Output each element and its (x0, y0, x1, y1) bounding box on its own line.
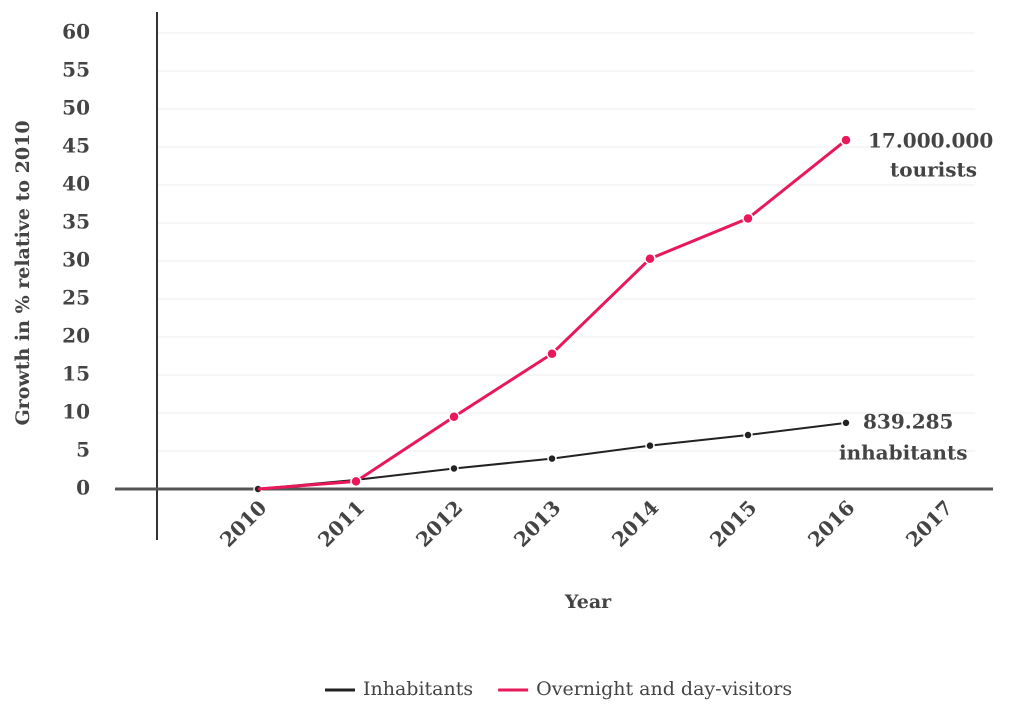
data-point (644, 252, 656, 265)
x-tick-label: 2013 (509, 495, 565, 551)
y-tick-label: 45 (62, 134, 90, 158)
data-point (841, 418, 851, 428)
y-tick-label: 30 (62, 248, 90, 272)
data-point (449, 463, 459, 474)
legend: Inhabitants Overnight and day-visitors (325, 678, 792, 700)
x-tick-label: 2011 (313, 495, 369, 551)
y-tick-label: 15 (62, 362, 90, 386)
x-tick-label: 2017 (901, 495, 957, 551)
data-point (448, 411, 460, 423)
y-tick-label: 50 (62, 96, 90, 120)
y-tick-label: 35 (62, 210, 90, 234)
data-point (743, 430, 753, 440)
y-tick-label: 10 (62, 400, 90, 424)
data-point (742, 212, 754, 225)
data-point (350, 475, 362, 488)
annotation: 839.285 (863, 410, 953, 434)
y-tick-label: 60 (62, 20, 90, 44)
y-tick-label: 40 (62, 172, 90, 196)
data-point (840, 134, 852, 146)
grid: 0 5 10 15 20 25 30 35 40 45 50 55 60 2010 2011 2012 2013… (62, 20, 975, 552)
y-axis-title: Growth in % relative to 2010 (12, 120, 34, 425)
y-tick-label: 0 (76, 476, 90, 500)
y-tick-label: 20 (62, 324, 90, 348)
y-tick-label: 25 (62, 286, 90, 310)
legend-label: Overnight and day-visitors (536, 678, 792, 700)
data-point (547, 453, 557, 464)
annotation: 17.000.000 (868, 129, 993, 153)
data-point (645, 440, 655, 451)
annotation: inhabitants (839, 441, 967, 465)
plot (253, 134, 852, 494)
y-tick-label: 5 (76, 438, 90, 462)
x-axis-title: Year (564, 591, 612, 613)
x-tick-label: 2015 (705, 495, 761, 551)
y-tick-label: 55 (62, 58, 90, 82)
series-line (257, 138, 847, 491)
x-tick-label: 2010 (215, 495, 271, 551)
annotation: tourists (890, 158, 977, 182)
legend-label: Inhabitants (363, 678, 473, 700)
x-tick-label: 2014 (607, 495, 663, 551)
x-tick-label: 2012 (411, 495, 467, 551)
x-tick-label: 2016 (803, 495, 859, 551)
data-point (546, 347, 558, 360)
